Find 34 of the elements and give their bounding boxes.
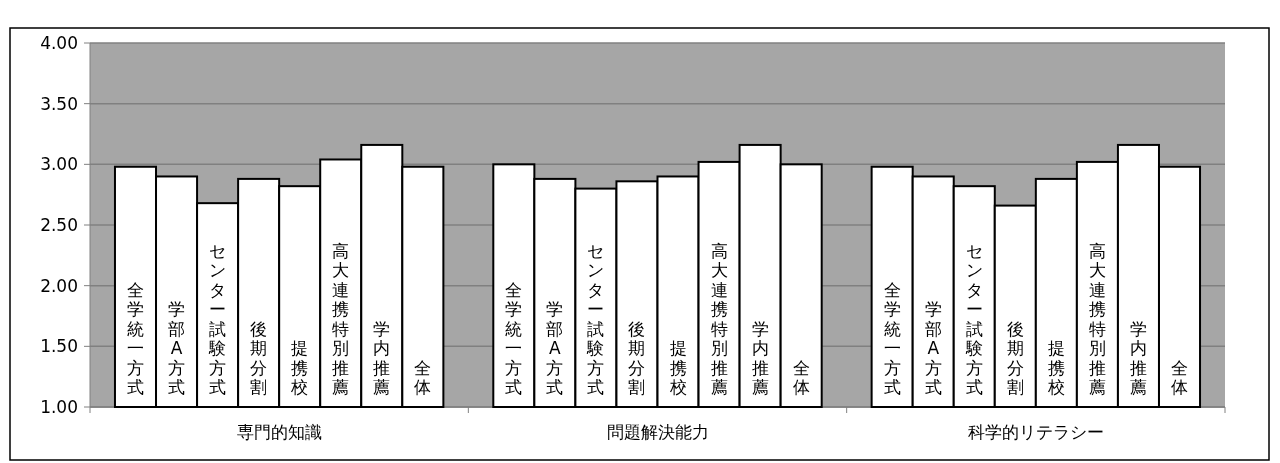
- y-tick-label: 2.50: [40, 215, 78, 235]
- y-tick-label: 2.00: [40, 275, 78, 296]
- text: 学部A方式: [924, 299, 942, 397]
- text: 提携校: [669, 338, 687, 397]
- series-label: 学部A方式: [168, 299, 186, 397]
- x-tick-label: 科学的リテラシー: [967, 422, 1104, 442]
- text: 高大連携特別推薦: [710, 240, 728, 397]
- text: 学部A方式: [546, 299, 564, 397]
- y-tick-label: 1.50: [40, 336, 78, 357]
- text: 学内推薦: [1129, 318, 1147, 397]
- x-tick-label: 専門的知識: [236, 422, 322, 442]
- text: 後期分割: [1006, 318, 1024, 397]
- text: 提携校: [1047, 338, 1065, 397]
- text: センター試験方式: [587, 240, 605, 397]
- text: 高大連携特別推薦: [1088, 240, 1106, 397]
- series-label: 後期分割: [250, 318, 268, 397]
- text: 全学統一方式: [883, 279, 901, 397]
- y-tick-label: 3.50: [40, 93, 78, 114]
- text: 全体: [1171, 357, 1189, 397]
- text: 後期分割: [628, 318, 646, 397]
- y-tick-label: 3.00: [40, 154, 78, 175]
- text: 全学統一方式: [505, 279, 523, 397]
- text: 全体: [792, 357, 810, 397]
- x-tick-label: 問題解決能力: [606, 422, 709, 442]
- y-tick-label: 4.00: [40, 33, 78, 53]
- text: 学内推薦: [751, 318, 769, 397]
- series-label: センター試験方式: [208, 240, 227, 397]
- series-label: 全学統一方式: [126, 279, 144, 397]
- series-label: 学内推薦: [373, 318, 391, 397]
- text: センター試験方式: [965, 240, 983, 397]
- series-label: 提携校: [290, 338, 309, 397]
- series-label: 高大連携特別推薦: [332, 240, 350, 397]
- y-tick-label: 1.00: [40, 397, 78, 417]
- series-label: 全体: [414, 357, 432, 397]
